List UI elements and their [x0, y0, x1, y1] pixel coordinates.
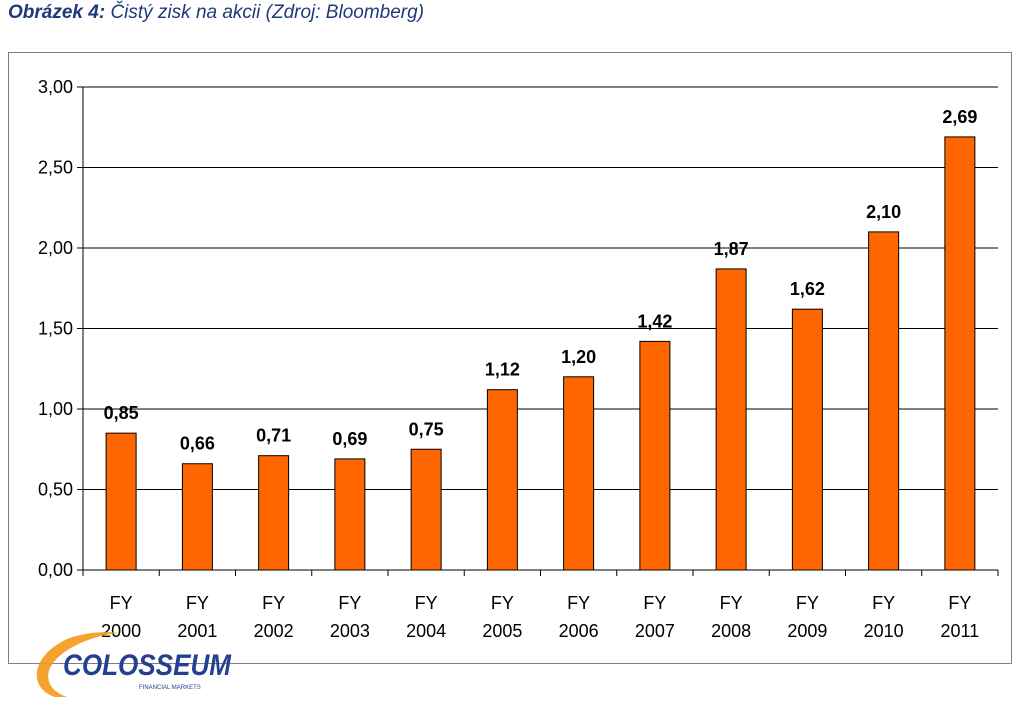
data-label: 1,12	[485, 360, 520, 380]
x-tick-label: 2001	[177, 621, 217, 641]
logo-subtext: FINANCIAL MARKETS	[139, 685, 201, 691]
x-tick-label: FY	[110, 593, 133, 613]
colosseum-logo: COLOSSEUM FINANCIAL MARKETS	[36, 632, 232, 697]
bar	[791, 308, 823, 571]
bar	[639, 340, 671, 571]
x-tick-label: FY	[186, 593, 209, 613]
x-tick-label: 2011	[941, 621, 980, 641]
x-tick-label: FY	[720, 593, 743, 613]
x-tick-label: 2004	[406, 621, 446, 641]
data-label: 2,10	[866, 202, 901, 222]
bar	[181, 463, 213, 571]
y-tick-label: 1,50	[38, 319, 73, 339]
data-label: 1,42	[637, 311, 672, 331]
bar	[563, 376, 595, 571]
logo-text: COLOSSEUM	[63, 649, 232, 682]
bar	[715, 268, 747, 571]
data-label: 0,71	[256, 426, 291, 446]
data-label: 0,85	[104, 403, 139, 423]
x-tick-label: FY	[415, 593, 438, 613]
y-tick-label: 1,00	[38, 399, 73, 419]
y-tick-label: 3,00	[38, 77, 73, 97]
data-label: 0,69	[332, 429, 367, 449]
caption-text: Čistý zisk na akcii (Zdroj: Bloomberg)	[110, 2, 425, 23]
bar	[258, 455, 290, 571]
x-tick-label: 2007	[635, 621, 675, 641]
y-tick-label: 2,50	[38, 158, 73, 178]
x-tick-label: 2005	[482, 621, 522, 641]
data-label: 2,69	[942, 107, 977, 127]
x-tick-label: 2010	[864, 621, 904, 641]
bar	[410, 448, 442, 571]
data-label: 1,62	[790, 279, 825, 299]
bar	[868, 231, 900, 571]
x-tick-label: 2006	[559, 621, 599, 641]
bar-chart: 0,00 0,50 1,00 1,50 2,00 2,50 3,00 0,85 FY 2000 0,…	[38, 77, 999, 641]
x-tick-label: FY	[338, 593, 361, 613]
x-tick-label: FY	[872, 593, 895, 613]
x-tick-label: 2008	[711, 621, 751, 641]
chart-frame: 0,00 0,50 1,00 1,50 2,00 2,50 3,00 0,85 FY 2000 0,…	[8, 52, 1012, 697]
x-tick-label: FY	[796, 593, 819, 613]
bar	[105, 432, 137, 571]
x-tick-label: FY	[643, 593, 666, 613]
x-tick-label: FY	[567, 593, 590, 613]
y-tick-label: 2,00	[38, 238, 73, 258]
bar	[486, 389, 518, 571]
y-tick-label: 0,00	[38, 560, 73, 580]
x-tick-label: FY	[262, 593, 285, 613]
x-tick-label: FY	[491, 593, 514, 613]
x-tick-label: 2009	[787, 621, 827, 641]
x-tick-label: 2000	[101, 621, 141, 641]
data-label: 0,66	[180, 434, 215, 454]
x-tick-label: 2003	[330, 621, 370, 641]
x-tick-label: FY	[948, 593, 971, 613]
figure-caption: Obrázek 4: Čistý zisk na akcii (Zdroj: B…	[8, 2, 424, 24]
bar	[334, 458, 366, 571]
data-label: 1,87	[714, 239, 749, 259]
y-tick-label: 0,50	[38, 480, 73, 500]
x-tick-label: 2002	[254, 621, 294, 641]
logo-swoosh-icon	[36, 632, 119, 697]
data-label: 1,20	[561, 347, 596, 367]
caption-prefix: Obrázek 4:	[8, 2, 106, 23]
bar	[944, 136, 976, 571]
data-label: 0,75	[409, 419, 444, 439]
